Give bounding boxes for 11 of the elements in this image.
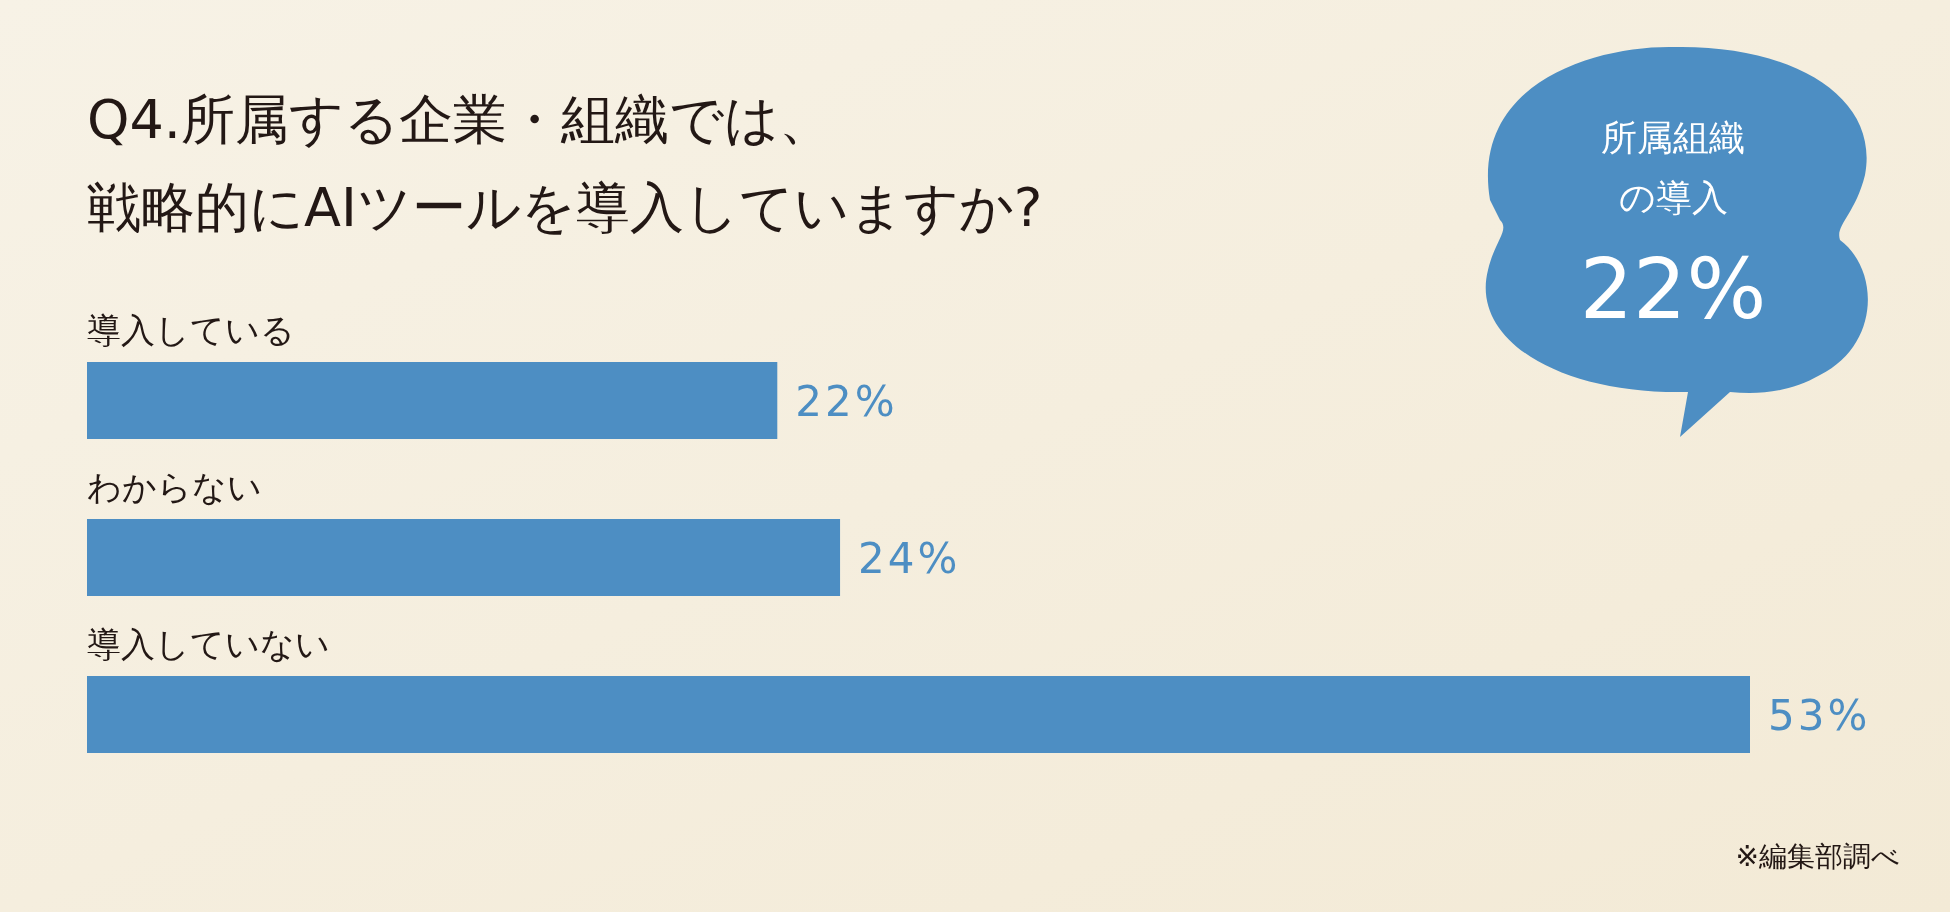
annotation: 22% — [1579, 240, 1767, 338]
annotation: の導入 — [1618, 177, 1728, 218]
value-label: 24% — [858, 533, 961, 583]
category-label: わからない — [87, 467, 262, 507]
annotation: ※編集部調べ — [1735, 840, 1900, 873]
annotation: 所属組織 — [1601, 117, 1745, 158]
category-label: 導入していない — [87, 624, 330, 664]
category-label: 導入している — [87, 310, 295, 350]
value-label: 22% — [795, 376, 898, 426]
title: Q4.所属する企業・組織では、戦略的にAIツールを導入していますか? — [87, 88, 1043, 239]
value-label: 53% — [1768, 690, 1871, 740]
